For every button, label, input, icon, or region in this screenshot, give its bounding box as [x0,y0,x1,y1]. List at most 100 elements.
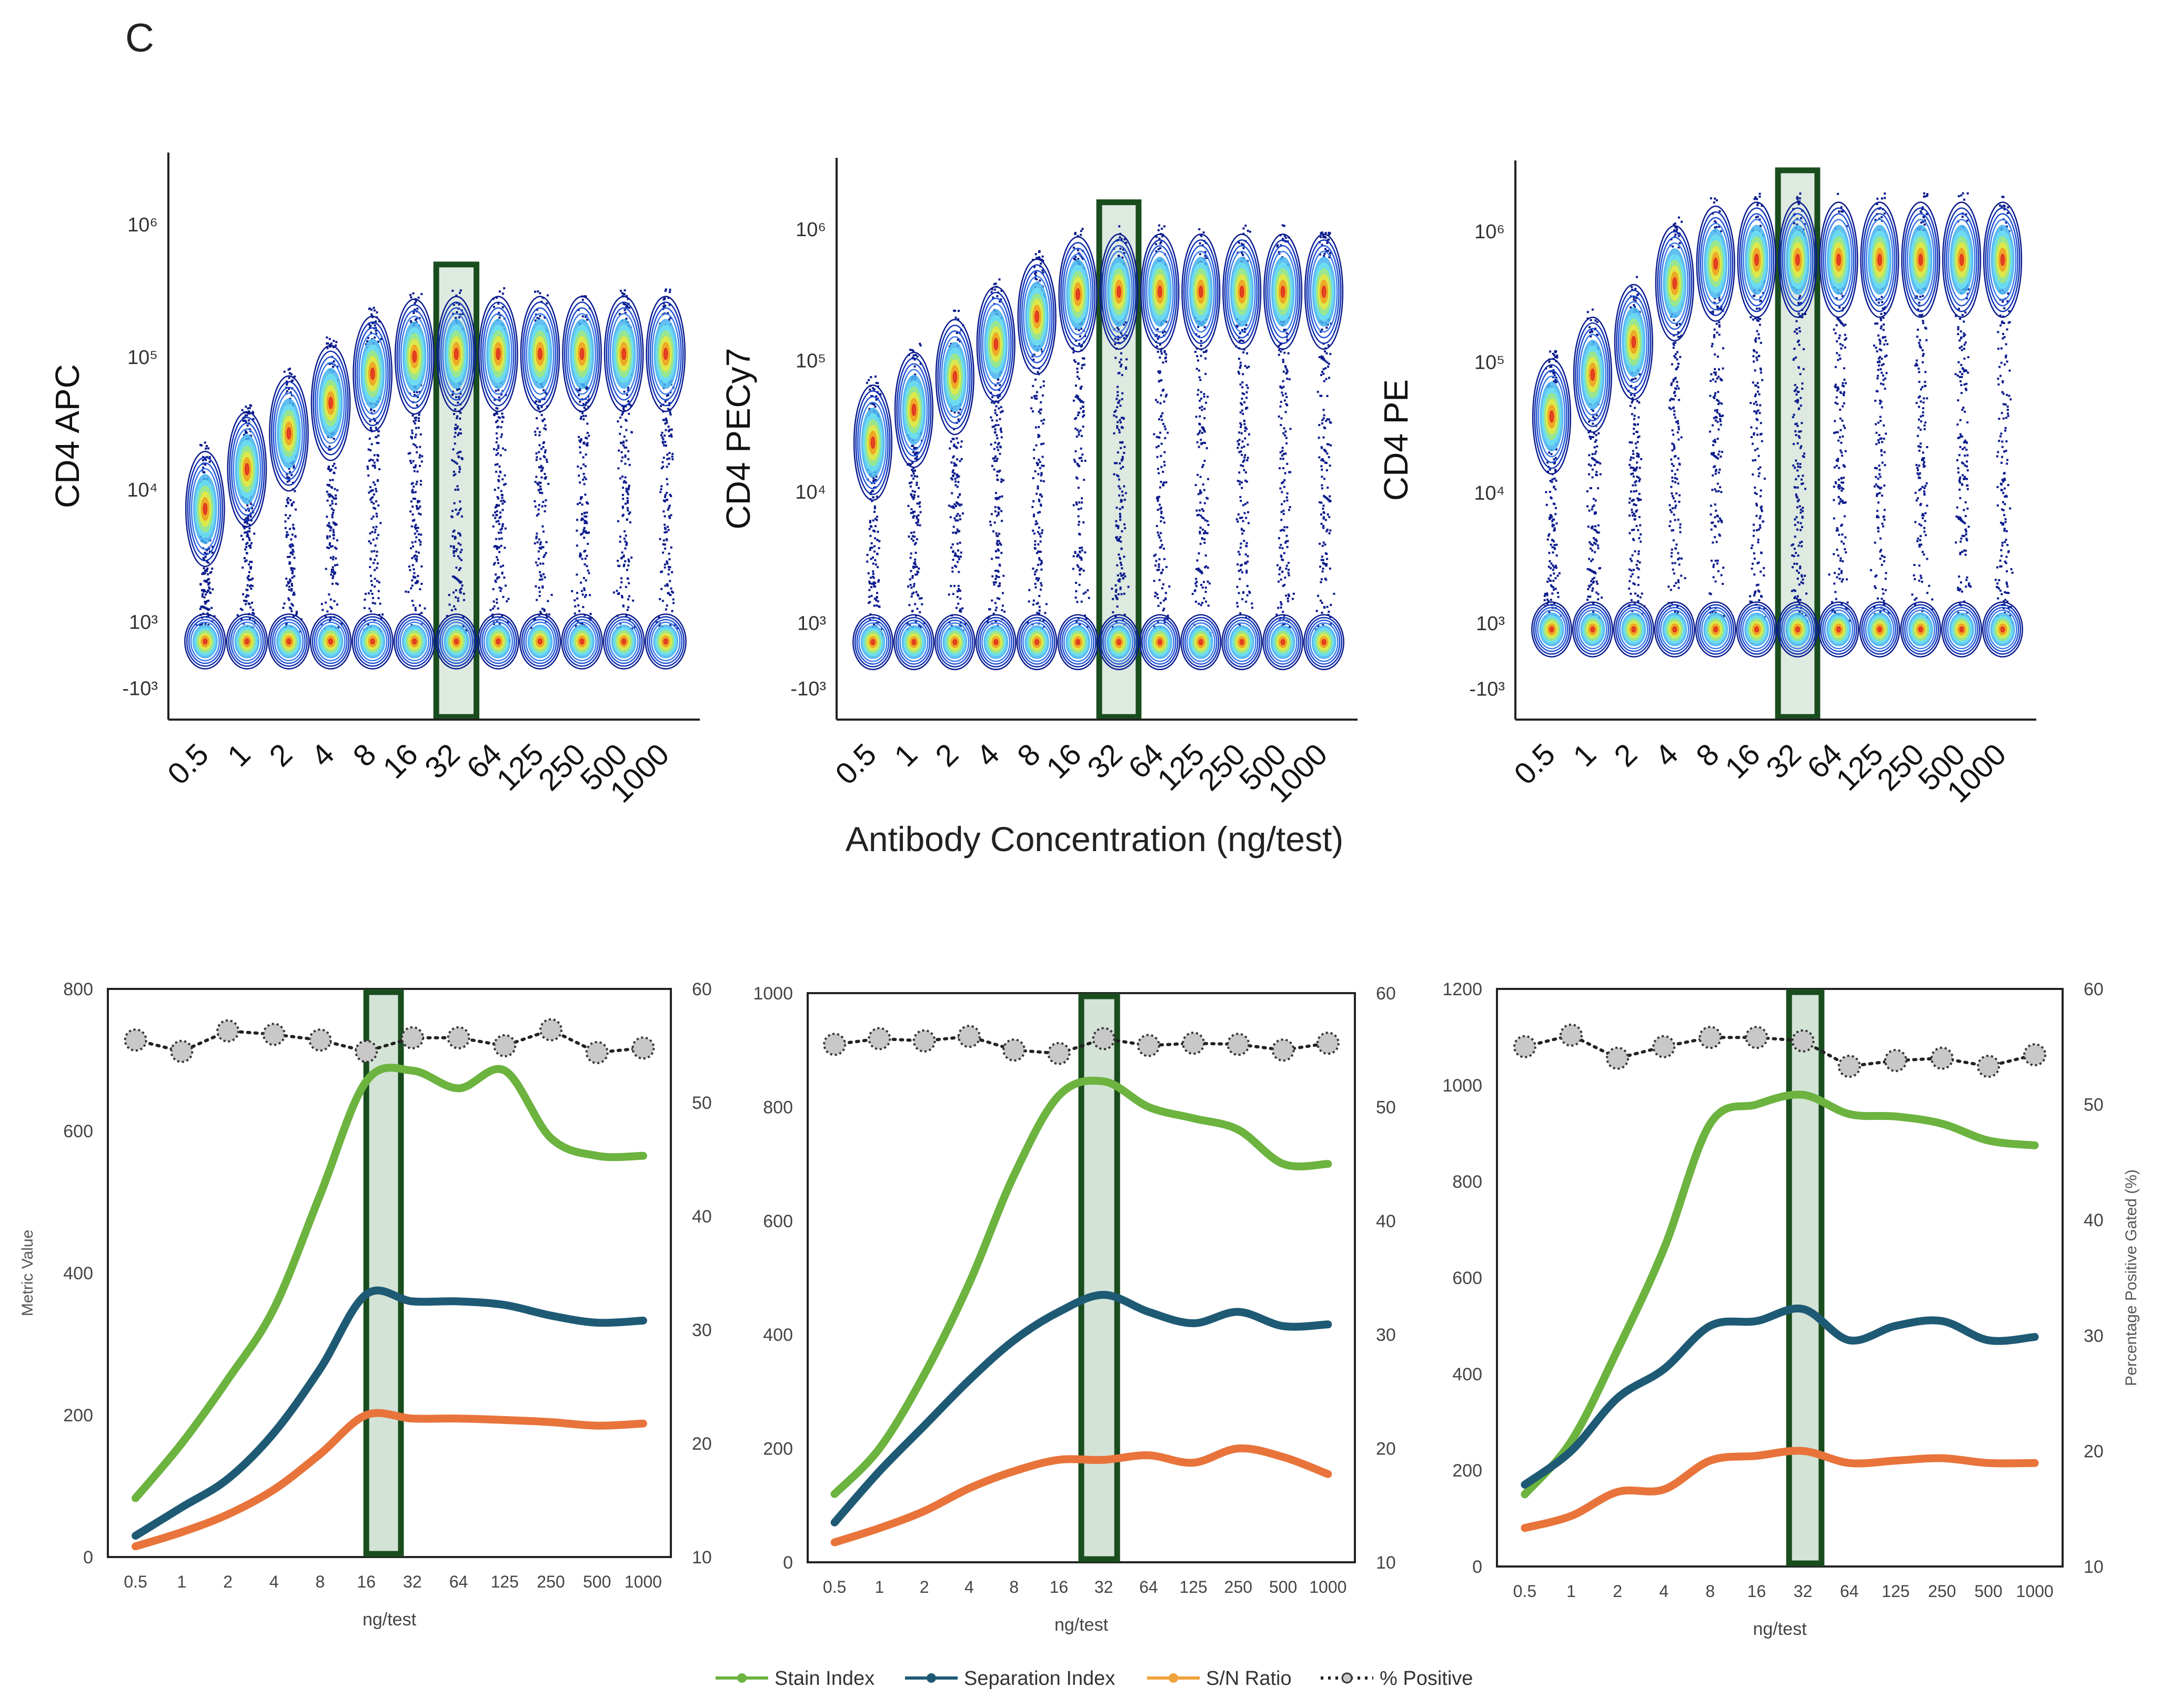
event-dot [996,569,999,572]
event-dot [912,511,914,513]
positive-contour [396,304,433,409]
event-dot [329,605,332,608]
event-dot [870,525,873,528]
event-dot [1077,565,1080,568]
event-dot [418,413,420,416]
event-dot [912,514,915,517]
event-dot [373,307,375,309]
event-dot [1202,510,1205,512]
event-dot [1030,407,1033,410]
event-dot [1241,517,1243,519]
event-dot [660,588,663,590]
event-dot [409,460,411,462]
positive-contour [315,356,347,450]
event-dot [456,485,459,488]
event-dot [875,398,878,401]
negative-contour [437,616,476,667]
event-dot [875,381,878,384]
event-dot [584,493,587,496]
event-dot [628,403,631,406]
event-dot [285,624,288,626]
event-dot [541,546,544,549]
event-dot [956,458,959,461]
event-dot [873,403,876,406]
event-dot [1159,503,1161,506]
event-dot [1042,380,1045,383]
event-dot [664,493,667,496]
event-dot [1082,592,1085,595]
event-dot [1117,593,1120,595]
event-dot [539,579,541,581]
event-dot [496,576,499,579]
event-dot [291,533,294,536]
event-dot [911,490,914,492]
event-dot [375,320,377,323]
event-dot [331,502,334,505]
event-dot [502,499,505,502]
event-dot [1116,427,1119,429]
event-dot [950,440,952,443]
event-dot [540,575,542,578]
event-dot [412,443,415,446]
event-dot [336,583,339,585]
event-dot [1242,460,1244,463]
event-dot [329,542,331,544]
event-dot [1281,529,1284,531]
event-dot [1164,356,1167,359]
positive-contour [939,330,971,424]
event-dot [917,451,919,454]
event-dot [949,516,952,519]
event-dot [1163,225,1165,228]
event-dot [544,554,546,557]
event-dot [1119,515,1122,518]
event-dot [249,547,252,549]
event-dot [497,479,500,481]
event-dot [919,611,921,613]
event-dot [452,312,455,315]
event-dot [992,612,995,615]
event-dot [1199,430,1201,432]
event-dot [246,589,249,591]
event-dot [291,543,294,546]
event-dot [910,531,913,534]
event-dot [496,556,498,559]
positive-contour [608,307,640,401]
event-dot [246,533,249,535]
event-dot [997,549,1000,552]
event-dot [534,618,536,620]
event-dot [1040,262,1042,265]
event-dot [1123,324,1125,326]
event-dot [659,598,661,600]
event-dot [239,608,242,610]
event-dot [877,600,879,603]
event-dot [667,408,669,410]
event-dot [1074,427,1077,430]
positive-contour [1146,250,1174,333]
event-dot [335,341,338,343]
event-dot [952,469,954,472]
event-dot [913,452,916,455]
event-dot [1240,528,1243,530]
event-dot [630,431,633,433]
event-dot [664,563,666,566]
event-dot [538,434,541,437]
event-dot [1244,328,1247,330]
event-dot [1163,464,1166,467]
event-dot [1081,497,1083,500]
event-dot [1198,602,1200,605]
event-dot [1120,352,1122,355]
event-dot [535,537,538,540]
event-dot [370,308,373,311]
event-dot [1000,478,1003,481]
event-dot [540,448,543,450]
event-dot [878,605,881,608]
event-dot [960,551,962,554]
event-dot [918,597,921,600]
event-dot [534,505,537,508]
event-dot [1160,442,1163,445]
negative-contour [286,638,292,645]
event-dot [998,584,1001,587]
event-dot [456,415,459,418]
event-dot [414,554,417,557]
